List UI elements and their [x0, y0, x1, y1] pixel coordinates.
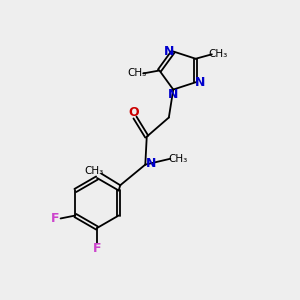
Text: F: F [93, 242, 101, 254]
Text: CH₃: CH₃ [84, 166, 104, 176]
Text: N: N [146, 157, 156, 170]
Text: O: O [128, 106, 139, 119]
Text: N: N [164, 45, 174, 58]
Text: CH₃: CH₃ [168, 154, 187, 164]
Text: N: N [168, 88, 178, 101]
Text: F: F [51, 212, 60, 225]
Text: CH₃: CH₃ [127, 68, 146, 78]
Text: CH₃: CH₃ [209, 49, 228, 59]
Text: N: N [195, 76, 205, 89]
